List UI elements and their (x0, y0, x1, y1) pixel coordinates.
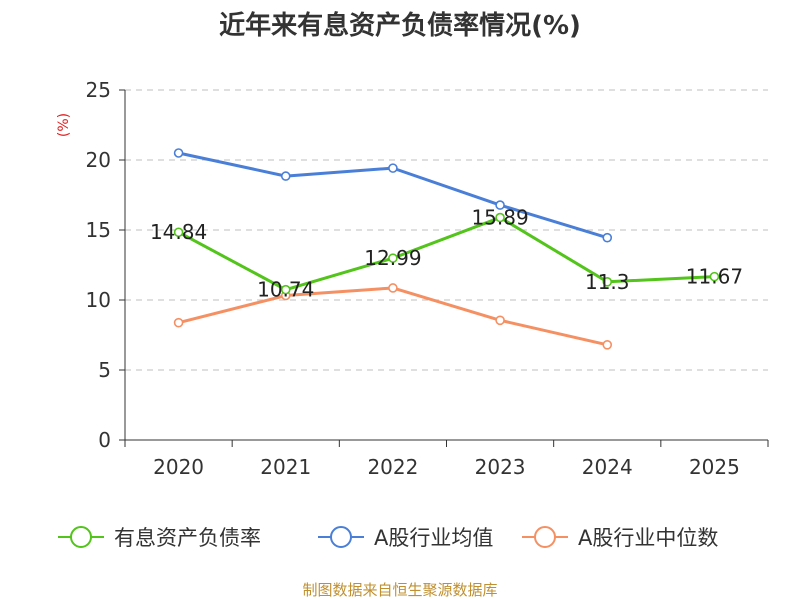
data-point (388, 163, 398, 173)
data-point (388, 283, 398, 293)
data-point (602, 339, 613, 350)
series-line (177, 216, 715, 292)
legend-marker (70, 526, 92, 548)
y-tick-label: 20 (86, 148, 111, 172)
data-point (173, 148, 184, 158)
legend-marker (330, 526, 352, 548)
legend-marker (534, 526, 556, 548)
legend-label: A股行业中位数 (578, 526, 718, 550)
data-point (495, 212, 505, 223)
legend-item[interactable]: A股行业中位数 (522, 526, 718, 550)
x-tick-label: 2022 (367, 455, 418, 479)
gridlines (125, 89, 768, 371)
x-tick-label: 2024 (582, 455, 633, 479)
x-tick-label: 2021 (260, 455, 311, 479)
data-point (495, 315, 505, 326)
x-tick-label: 2025 (689, 455, 740, 479)
data-point (602, 276, 613, 287)
data-label: 12.99 (364, 246, 421, 270)
y-tick-label: 0 (98, 428, 111, 452)
x-tick-label: 2020 (153, 455, 204, 479)
data-point (280, 171, 291, 181)
data-point (173, 227, 184, 238)
legend-label: A股行业均值 (374, 526, 493, 550)
data-point (280, 284, 291, 295)
x-tick-label: 2023 (475, 455, 526, 479)
data-point (495, 200, 505, 210)
series-group (173, 148, 720, 350)
y-tick-label: 15 (86, 218, 111, 242)
legend-item[interactable]: 有息资产负债率 (58, 526, 261, 550)
y-tick-label: 5 (98, 358, 111, 382)
legend-item[interactable]: A股行业均值 (318, 526, 493, 550)
data-label: 11.67 (686, 265, 743, 289)
chart-title: 近年来有息资产负债率情况(%) (219, 10, 581, 41)
y-tick-label: 25 (86, 78, 111, 102)
data-label: 10.74 (257, 278, 314, 302)
data-point (709, 271, 720, 282)
data-point (173, 317, 184, 328)
y-tick-label: 10 (86, 288, 111, 312)
y-axis-label: (%) (56, 113, 72, 137)
data-label: 11.3 (585, 270, 630, 294)
data-point (388, 253, 398, 263)
data-point (602, 232, 613, 243)
legend[interactable]: 有息资产负债率 A股行业均值 A股行业中位数 (58, 526, 718, 550)
source-note: 制图数据来自恒生聚源数据库 (302, 581, 497, 599)
data-label: 14.84 (150, 220, 207, 244)
data-label: 15.89 (471, 206, 528, 230)
data-labels: 14.84 10.74 12.99 15.89 11.3 11.67 (150, 206, 743, 302)
series-line (178, 286, 608, 347)
legend-label: 有息资产负债率 (114, 526, 261, 550)
